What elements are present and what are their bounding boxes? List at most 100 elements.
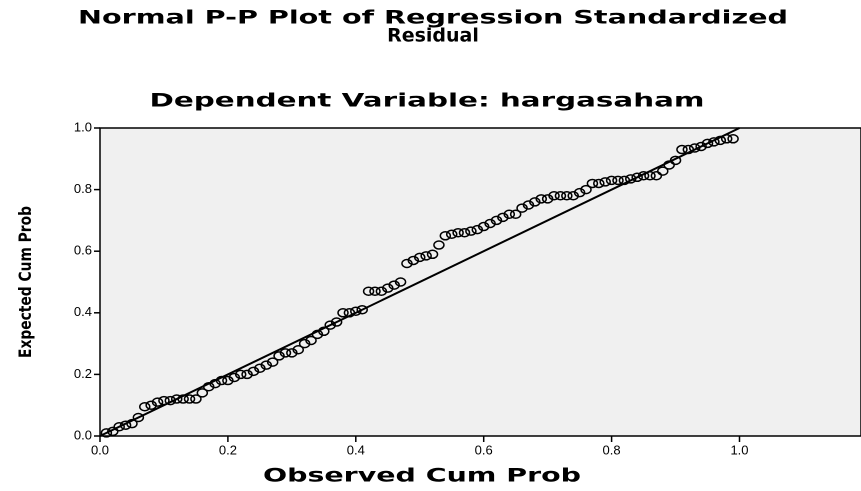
point (394, 277, 407, 287)
point (324, 320, 336, 330)
point (164, 395, 177, 406)
point (382, 283, 394, 293)
point (209, 378, 221, 389)
chart-title: Residual (387, 25, 479, 47)
point (541, 194, 554, 204)
point (503, 209, 516, 219)
point (330, 317, 343, 327)
point (100, 428, 113, 438)
point (177, 394, 189, 404)
chart-title: Normal P-P Plot of Regression Standardiz… (78, 7, 788, 29)
point (266, 357, 279, 367)
point (458, 227, 471, 238)
point (279, 348, 292, 358)
point (612, 175, 624, 186)
point (701, 138, 714, 149)
point (484, 218, 496, 229)
point (676, 144, 688, 155)
point (292, 345, 304, 355)
point (407, 255, 420, 266)
point (151, 397, 164, 407)
point (158, 395, 170, 406)
y-tick-label: 0.2 (74, 366, 92, 381)
point (356, 304, 368, 315)
point (196, 388, 209, 398)
point (497, 212, 509, 223)
point (509, 209, 522, 219)
point (605, 175, 618, 186)
point (139, 401, 151, 412)
point (580, 184, 592, 195)
y-tick-label: 0.6 (74, 243, 92, 258)
point (286, 348, 298, 358)
point (298, 338, 311, 349)
point (529, 197, 541, 207)
point (362, 286, 375, 296)
point (215, 375, 228, 386)
point (119, 420, 132, 430)
point (426, 249, 439, 260)
x-tick-label: 0.2 (219, 442, 237, 457)
x-tick-label: 1.0 (730, 442, 748, 457)
point (516, 203, 528, 213)
point (714, 135, 727, 146)
point (567, 191, 579, 201)
point (254, 363, 266, 373)
x-axis-label: Observed Cum Prob (263, 465, 581, 487)
point (228, 372, 241, 383)
point (113, 422, 125, 432)
point (695, 141, 707, 152)
point (477, 221, 490, 232)
point (388, 280, 400, 290)
point (107, 426, 119, 437)
point (350, 306, 362, 317)
point (401, 258, 413, 269)
point (202, 381, 215, 392)
point (490, 215, 503, 226)
point (650, 170, 663, 181)
point (343, 308, 356, 318)
point (554, 191, 567, 201)
point (663, 160, 675, 170)
point (599, 177, 611, 187)
point (247, 366, 260, 377)
y-axis-label: Expected Cum Prob (16, 206, 36, 358)
y-tick-label: 0.4 (74, 304, 92, 319)
x-tick-label: 0.6 (475, 442, 493, 457)
point (190, 394, 202, 404)
y-tick-label: 1.0 (74, 119, 92, 134)
plot-area (99, 127, 861, 437)
point (637, 170, 650, 181)
x-tick-label: 0.0 (91, 442, 109, 457)
point (727, 134, 739, 144)
point (420, 251, 432, 261)
point (561, 191, 573, 201)
chart-subtitle: Dependent Variable: hargasaham (150, 90, 705, 112)
point (618, 175, 631, 186)
point (535, 194, 548, 204)
point (234, 369, 247, 380)
point (586, 178, 599, 189)
point (465, 226, 477, 236)
point (318, 326, 330, 337)
point (132, 412, 145, 423)
point (573, 187, 586, 198)
point (548, 191, 560, 201)
point (433, 240, 445, 250)
point (145, 400, 157, 410)
point (657, 166, 669, 176)
point (273, 351, 285, 361)
point (413, 252, 426, 263)
point (669, 155, 682, 166)
point (445, 229, 458, 240)
point (305, 335, 317, 346)
point (682, 144, 695, 155)
point (375, 286, 388, 296)
y-tick-label: 0.0 (74, 427, 92, 442)
point (369, 286, 381, 296)
point (260, 360, 273, 370)
point (241, 369, 253, 380)
x-tick-label: 0.8 (603, 442, 621, 457)
point (631, 172, 643, 183)
x-tick-label: 0.4 (347, 442, 365, 457)
